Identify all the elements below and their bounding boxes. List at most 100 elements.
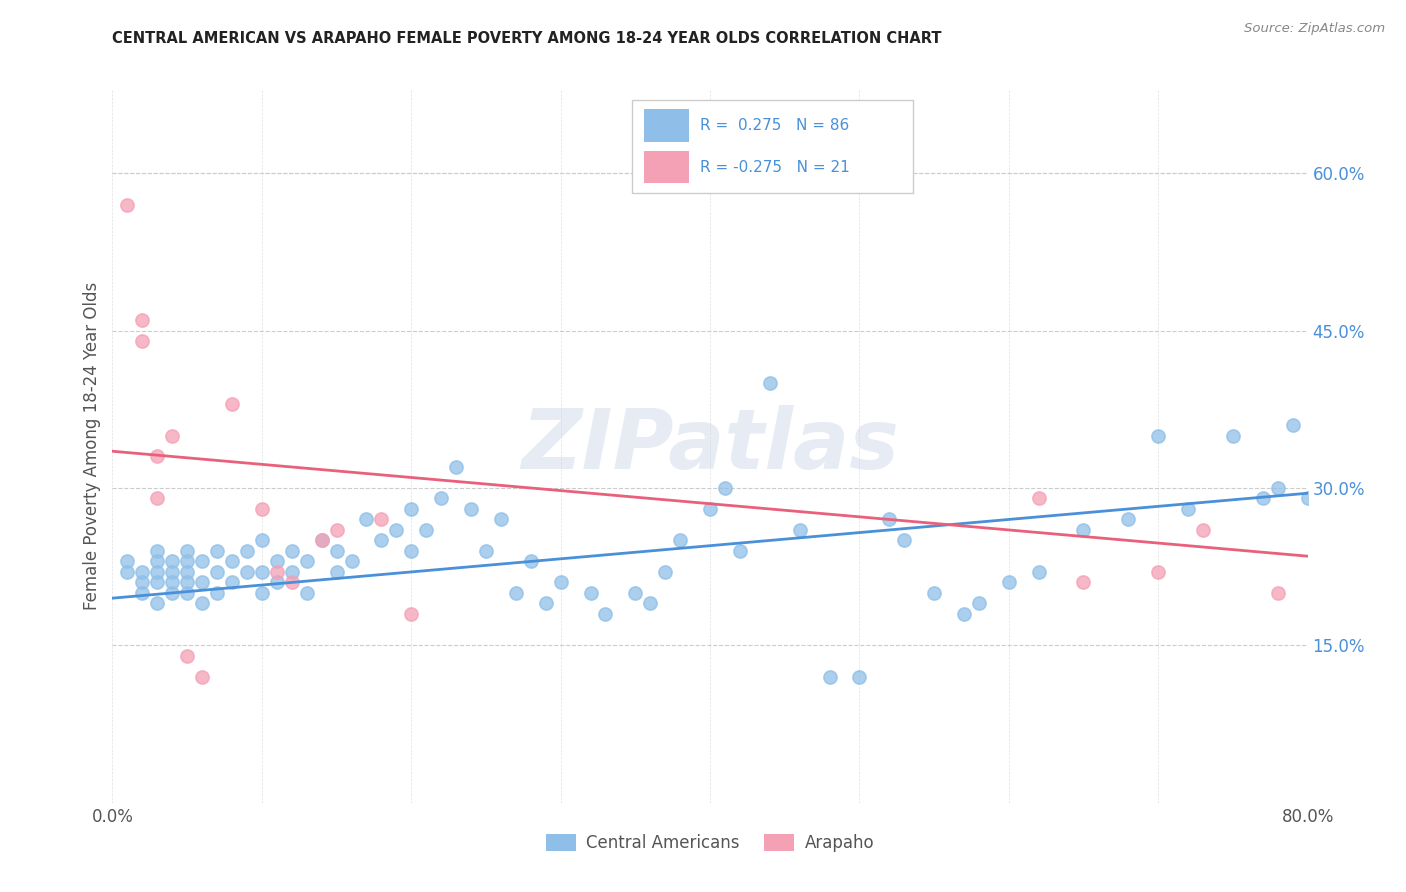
Point [1251,491,1274,506]
Point [191,575,214,590]
Point [460,502,482,516]
Point [221,554,243,568]
Point [654,565,676,579]
Point [1267,586,1289,600]
Point [146,450,169,464]
Point [205,586,228,600]
Point [1073,523,1095,537]
Point [505,586,527,600]
Point [146,565,169,579]
Point [356,512,378,526]
Point [1147,565,1170,579]
Point [1118,512,1140,526]
Point [444,460,467,475]
Point [221,397,243,411]
Point [1267,481,1289,495]
Point [640,596,662,610]
Point [325,565,347,579]
Point [759,376,782,390]
Y-axis label: Female Poverty Among 18-24 Year Olds: Female Poverty Among 18-24 Year Olds [83,282,101,610]
Point [236,544,259,558]
Point [520,554,543,568]
Point [162,428,183,442]
Text: CENTRAL AMERICAN VS ARAPAHO FEMALE POVERTY AMONG 18-24 YEAR OLDS CORRELATION CHA: CENTRAL AMERICAN VS ARAPAHO FEMALE POVER… [112,31,942,46]
Point [281,544,304,558]
Point [534,596,557,610]
Point [146,554,169,568]
Point [250,502,273,516]
Point [205,565,228,579]
Point [401,502,423,516]
Point [295,586,318,600]
Point [117,197,139,211]
Point [1028,491,1050,506]
Point [162,586,183,600]
Text: ZIPatlas: ZIPatlas [522,406,898,486]
Point [401,607,423,621]
Point [146,491,169,506]
Point [131,586,153,600]
Point [146,575,169,590]
Point [699,502,721,516]
Point [266,565,288,579]
Point [266,554,288,568]
Point [415,523,437,537]
Point [818,670,841,684]
Legend: Central Americans, Arapaho: Central Americans, Arapaho [540,827,880,859]
Point [131,575,153,590]
Point [146,596,169,610]
Point [191,596,214,610]
Point [205,544,228,558]
Point [624,586,647,600]
Point [131,565,153,579]
Point [281,575,304,590]
Point [250,533,273,548]
Point [176,544,198,558]
Point [191,554,214,568]
Point [176,648,198,663]
Point [489,512,512,526]
Point [728,544,751,558]
Text: Source: ZipAtlas.com: Source: ZipAtlas.com [1244,22,1385,36]
Point [714,481,737,495]
Point [1177,502,1199,516]
Point [131,313,153,327]
Point [401,544,423,558]
Point [250,565,273,579]
Point [250,586,273,600]
Point [325,544,347,558]
Point [176,565,198,579]
Point [1281,417,1303,432]
Point [131,334,153,348]
Point [162,554,183,568]
Point [162,575,183,590]
Point [789,523,811,537]
Point [266,575,288,590]
Point [1192,523,1215,537]
Point [176,554,198,568]
Point [281,565,304,579]
Point [922,586,945,600]
Point [893,533,915,548]
Point [176,575,198,590]
Point [117,554,139,568]
Point [1028,565,1050,579]
Point [162,565,183,579]
Point [340,554,363,568]
Point [311,533,333,548]
Point [311,533,333,548]
Point [1296,491,1319,506]
Point [325,523,347,537]
Point [550,575,572,590]
Point [385,523,408,537]
Point [430,491,453,506]
Point [848,670,870,684]
Point [595,607,617,621]
Point [146,544,169,558]
Point [370,512,392,526]
Point [998,575,1021,590]
Point [236,565,259,579]
Point [1222,428,1244,442]
Point [967,596,990,610]
Point [475,544,498,558]
